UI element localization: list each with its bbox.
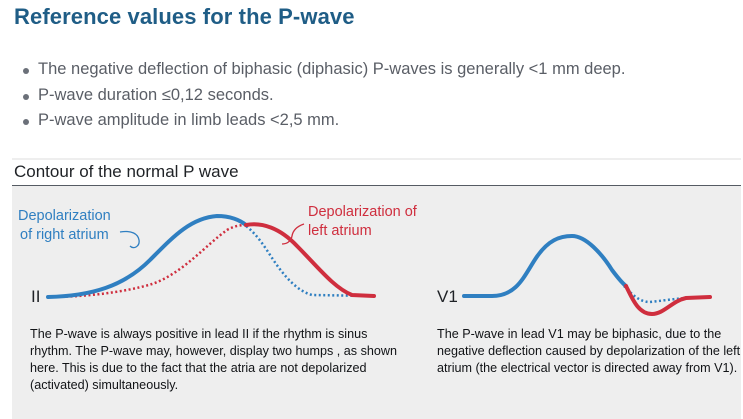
list-item: P-wave duration ≤0,12 seconds.	[22, 83, 625, 109]
reference-values-list: The negative deflection of biphasic (dip…	[22, 57, 625, 134]
right-atrium-pointer	[119, 230, 140, 249]
list-item: The negative deflection of biphasic (dip…	[22, 57, 625, 83]
v1-left-atrium-wave	[624, 284, 712, 317]
lead-v1-caption: The P-wave in lead V1 may be biphasic, d…	[437, 327, 741, 375]
figure-title: Contour of the normal P wave	[14, 162, 239, 181]
right-atrium-wave	[46, 213, 248, 299]
v1-right-atrium-wave	[462, 233, 628, 298]
left-atrium-wave	[244, 222, 376, 298]
left-atrium-pointer	[281, 223, 305, 245]
lead-ii-label: II	[31, 287, 40, 306]
p-wave-diagram: II Depolarization of right atrium Depola…	[18, 204, 712, 317]
figure-title-bar: Contour of the normal P wave	[12, 160, 741, 186]
lead-v1-label: V1	[437, 287, 458, 306]
list-item: P-wave amplitude in limb leads <2,5 mm.	[22, 108, 625, 134]
left-atrium-label-line1: Depolarization of	[308, 204, 418, 220]
p-wave-figure: Contour of the normal P wave II Depolari…	[12, 158, 741, 419]
right-atrium-label-line1: Depolarization	[18, 208, 111, 224]
lead-ii-caption: The P-wave is always positive in lead II…	[30, 327, 398, 392]
left-atrium-label-line2: left atrium	[308, 223, 372, 239]
page-title: Reference values for the P-wave	[14, 4, 355, 29]
right-atrium-label-line2: of right atrium	[20, 227, 109, 243]
